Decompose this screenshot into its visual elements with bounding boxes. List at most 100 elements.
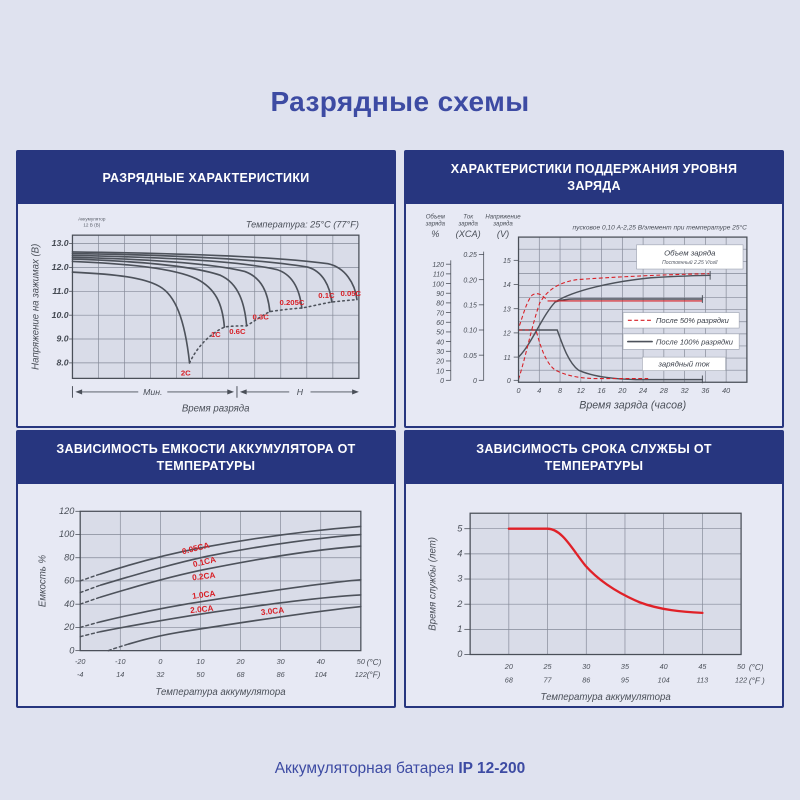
tick-label: 5 bbox=[457, 523, 463, 533]
svg-text:(V): (V) bbox=[497, 229, 509, 239]
tick-label: 60 bbox=[64, 576, 75, 586]
time-zone-annotation: Мин. Н bbox=[71, 386, 359, 398]
tick-label: 10.0 bbox=[52, 310, 69, 320]
svg-text:2C: 2C bbox=[181, 368, 191, 377]
x-axis-label: Время заряда (часов) bbox=[579, 399, 686, 411]
grid-lines bbox=[470, 513, 742, 655]
curve-2-0ca-dashed bbox=[79, 630, 102, 638]
fahrenheit-tick-labels: -4 14 32 50 68 86 104 122 bbox=[77, 670, 367, 679]
tick-label: -10 bbox=[115, 657, 125, 666]
curve-0-205c bbox=[71, 254, 303, 309]
volume-100-curve bbox=[517, 274, 711, 358]
fahrenheit-unit: (°F ) bbox=[749, 677, 765, 686]
tick-label: 0.20 bbox=[463, 277, 477, 284]
tick-label: 12.0 bbox=[52, 262, 69, 272]
discharge-chart: Аккумулятор 12 В (В) Температура: 25°C (… bbox=[31, 217, 362, 415]
tick-label: 40 bbox=[722, 386, 730, 395]
curve-0-1ca bbox=[99, 533, 362, 586]
tick-label: 12 bbox=[577, 386, 585, 395]
tick-label: 113 bbox=[697, 676, 709, 685]
volume-box: Объем заряда Постоянный 2.25 V/cell bbox=[636, 244, 744, 270]
tick-label: -20 bbox=[75, 657, 85, 666]
tick-label: 20 bbox=[504, 662, 513, 671]
tick-label: 110 bbox=[433, 272, 444, 279]
x-axis-label: Температура аккумулятора bbox=[155, 687, 286, 698]
footer-model: IP 12-200 bbox=[458, 760, 526, 777]
panel-charge-title: ХАРАКТЕРИСТИКИ ПОДДЕРЖАНИЯ УРОВНЯ ЗАРЯДА bbox=[406, 152, 782, 204]
panel-capacity-title: ЗАВИСИМОСТЬ ЕМКОСТИ АККУМУЛЯТОРА ОТ ТЕМП… bbox=[18, 432, 394, 484]
tick-label: 30 bbox=[277, 657, 285, 666]
curve-2c bbox=[71, 271, 191, 364]
tick-label: 30 bbox=[582, 662, 590, 671]
page-title: Разрядные схемы bbox=[270, 86, 530, 117]
panel-discharge-title: РАЗРЯДНЫЕ ХАРАКТЕРИСТИКИ bbox=[18, 152, 394, 204]
tick-label: 40 bbox=[317, 657, 325, 666]
tick-label: 0 bbox=[516, 386, 520, 395]
y-tick-labels: 120 100 80 60 40 20 0 bbox=[59, 506, 81, 655]
tick-label: 0 bbox=[473, 378, 477, 385]
tick-label: 10 bbox=[436, 368, 444, 375]
tick-label: 120 bbox=[432, 262, 444, 269]
tick-label: 14 bbox=[116, 670, 124, 679]
y-tick-labels: 13.0 12.0 11.0 10.0 9.0 8.0 bbox=[52, 238, 73, 368]
tick-label: 8.0 bbox=[57, 358, 69, 368]
tick-label: 20 bbox=[63, 622, 75, 632]
tick-label: 14 bbox=[503, 282, 511, 289]
celsius-tick-labels: 20 25 30 35 40 45 50 bbox=[504, 662, 745, 671]
legend: После 50% разрядки После 100% разрядки bbox=[622, 312, 740, 350]
charge-curves bbox=[517, 270, 711, 384]
fahrenheit-unit: (°F) bbox=[367, 671, 381, 680]
tick-label: 15 bbox=[503, 258, 511, 265]
life-curve bbox=[507, 527, 704, 615]
tick-label: 68 bbox=[237, 670, 245, 679]
tick-label: 0 bbox=[440, 378, 444, 385]
tick-label: 3 bbox=[457, 574, 463, 584]
svg-text:Напряжение: Напряжение bbox=[485, 214, 521, 221]
charts-grid: РАЗРЯДНЫЕ ХАРАКТЕРИСТИКИ Аккумулятор 12 … bbox=[16, 150, 784, 708]
curve-2-0ca bbox=[99, 594, 362, 633]
x-axis-label: Температура аккумулятора bbox=[541, 692, 672, 703]
curve-1-0ca bbox=[99, 578, 362, 623]
svg-text:1.0CA: 1.0CA bbox=[192, 589, 216, 601]
grid-lines bbox=[80, 511, 361, 651]
grid-path bbox=[470, 513, 742, 655]
tick-label: 4 bbox=[457, 549, 462, 559]
tick-label: 0.10 bbox=[463, 328, 477, 335]
svg-text:0.205C: 0.205C bbox=[280, 298, 305, 307]
tick-label: 104 bbox=[658, 676, 670, 685]
celsius-unit: (°C) bbox=[367, 658, 382, 667]
svg-text:Постоянный 2.25 V/cell: Постоянный 2.25 V/cell bbox=[662, 259, 718, 266]
svg-text:(XCA): (XCA) bbox=[456, 229, 481, 239]
tick-label: 77 bbox=[544, 676, 553, 685]
capacity-chart: 0.05CA 0.1CA 0.2CA 1.0CA 2.0CA 3.0CA 120… bbox=[37, 506, 382, 698]
tick-label: 35 bbox=[621, 662, 630, 671]
tick-label: 12 bbox=[503, 331, 511, 338]
tick-label: 28 bbox=[659, 386, 668, 395]
svg-text:Объем заряда: Объем заряда bbox=[664, 248, 716, 257]
tick-label: 80 bbox=[436, 301, 444, 308]
charge-condition-note: пусковое 0,10 А-2,25 В/элемент при темпе… bbox=[573, 223, 748, 231]
y-axis-label: Время службы (лет) bbox=[427, 537, 438, 631]
tick-label: 100 bbox=[432, 281, 444, 288]
tick-label: 32 bbox=[681, 386, 689, 395]
tick-label: 30 bbox=[436, 349, 444, 356]
tick-label: 4 bbox=[537, 386, 541, 395]
y-axis-label: Емкость % bbox=[37, 554, 48, 607]
tick-label: 0.05 bbox=[463, 353, 477, 360]
svg-text:%: % bbox=[431, 229, 439, 239]
tick-label: 86 bbox=[582, 676, 591, 685]
tick-label: 11.0 bbox=[52, 286, 68, 296]
curve-1c bbox=[71, 260, 226, 328]
plot-border bbox=[517, 236, 748, 383]
panel-life: ЗАВИСИМОСТЬ СРОКА СЛУЖБЫ ОТ ТЕМПЕРАТУРЫ … bbox=[404, 430, 784, 708]
svg-text:0.6C: 0.6C bbox=[229, 327, 246, 336]
tick-label: 80 bbox=[64, 552, 75, 562]
x-tick-labels: 0 4 8 12 16 20 24 28 32 36 40 bbox=[516, 386, 730, 395]
svg-text:0.3C: 0.3C bbox=[252, 312, 269, 321]
zone-minutes-label: Мин. bbox=[143, 387, 162, 397]
plot-border bbox=[71, 234, 360, 380]
svg-text:Ток: Ток bbox=[463, 214, 474, 221]
tick-label: 32 bbox=[156, 670, 164, 679]
celsius-tick-labels: -20 -10 0 10 20 30 40 50 bbox=[75, 657, 365, 666]
